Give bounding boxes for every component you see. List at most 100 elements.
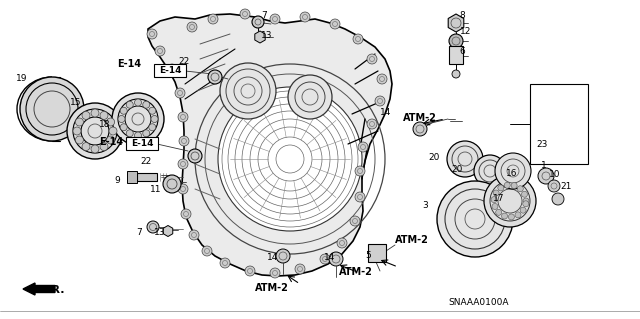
Text: 9: 9 [114, 176, 120, 185]
Circle shape [515, 212, 521, 218]
Circle shape [447, 141, 483, 177]
Circle shape [496, 209, 502, 215]
Circle shape [504, 182, 510, 188]
Bar [368, 244, 386, 262]
Text: 19: 19 [16, 74, 28, 83]
Circle shape [337, 238, 347, 248]
Circle shape [147, 221, 159, 233]
Circle shape [276, 249, 290, 263]
Text: 20: 20 [429, 153, 440, 162]
Circle shape [437, 181, 513, 257]
Circle shape [240, 9, 250, 19]
Text: SNAAA0100A: SNAAA0100A [448, 298, 509, 307]
Circle shape [208, 70, 222, 84]
Text: 20: 20 [451, 165, 463, 174]
Circle shape [120, 107, 127, 114]
Circle shape [538, 168, 554, 184]
Circle shape [107, 118, 115, 126]
Bar [530, 84, 588, 164]
Circle shape [112, 93, 164, 145]
Circle shape [120, 124, 127, 131]
Circle shape [76, 118, 83, 126]
Text: 3: 3 [422, 201, 428, 210]
Circle shape [330, 19, 340, 29]
Text: 13: 13 [261, 31, 273, 40]
Circle shape [155, 46, 165, 56]
Circle shape [151, 115, 158, 122]
Circle shape [355, 192, 365, 202]
Polygon shape [448, 14, 464, 32]
Circle shape [502, 213, 508, 219]
Circle shape [134, 132, 141, 139]
Text: 16: 16 [506, 169, 517, 178]
Circle shape [377, 74, 387, 84]
Circle shape [523, 201, 529, 207]
Polygon shape [127, 171, 137, 183]
Circle shape [109, 127, 117, 135]
Circle shape [252, 16, 264, 28]
Circle shape [82, 111, 90, 119]
Circle shape [511, 182, 517, 189]
Circle shape [208, 14, 218, 24]
Text: 21: 21 [561, 182, 572, 191]
Text: ATM-2: ATM-2 [255, 283, 289, 293]
Circle shape [508, 214, 515, 220]
Circle shape [218, 87, 362, 231]
Text: 7: 7 [136, 228, 142, 237]
Circle shape [353, 34, 363, 44]
Circle shape [118, 115, 125, 122]
Text: ATM-2: ATM-2 [395, 235, 429, 245]
Circle shape [320, 254, 330, 264]
Text: 8: 8 [460, 11, 465, 20]
Text: 12: 12 [460, 27, 471, 36]
Circle shape [179, 136, 189, 146]
Circle shape [498, 185, 504, 191]
Circle shape [134, 99, 141, 106]
Circle shape [100, 143, 108, 151]
Circle shape [295, 264, 305, 274]
Text: 14: 14 [324, 253, 335, 262]
Circle shape [552, 193, 564, 205]
Circle shape [67, 103, 123, 159]
Circle shape [350, 216, 360, 226]
Circle shape [187, 22, 197, 32]
Circle shape [143, 101, 150, 108]
Text: ATM-2: ATM-2 [403, 113, 437, 123]
Text: 14: 14 [380, 108, 392, 117]
Circle shape [76, 136, 83, 144]
FancyBboxPatch shape [126, 137, 158, 150]
Circle shape [143, 130, 150, 137]
Circle shape [491, 197, 497, 203]
Circle shape [367, 54, 377, 64]
Circle shape [91, 145, 99, 153]
FancyBboxPatch shape [154, 64, 186, 77]
Text: 7: 7 [261, 11, 267, 20]
Circle shape [126, 101, 133, 108]
Circle shape [175, 88, 185, 98]
Text: 18: 18 [99, 120, 111, 129]
Circle shape [495, 153, 531, 189]
Circle shape [220, 63, 276, 119]
Circle shape [474, 155, 506, 187]
Circle shape [91, 109, 99, 117]
Bar [137, 173, 157, 181]
Circle shape [178, 159, 188, 169]
Circle shape [300, 12, 310, 22]
FancyArrow shape [23, 283, 55, 295]
Text: 23: 23 [536, 140, 548, 149]
Circle shape [126, 130, 133, 137]
Text: 1: 1 [541, 161, 547, 170]
Bar [449, 46, 463, 64]
Circle shape [148, 124, 156, 131]
Text: 15: 15 [70, 98, 82, 107]
Text: E-14: E-14 [159, 66, 181, 75]
Text: E-14: E-14 [99, 137, 124, 147]
Circle shape [220, 258, 230, 268]
Text: ATM-2: ATM-2 [339, 267, 373, 277]
Text: 6: 6 [460, 47, 465, 56]
Circle shape [178, 112, 188, 122]
Text: E-14: E-14 [131, 139, 153, 148]
Circle shape [522, 191, 527, 197]
Circle shape [484, 175, 536, 227]
Circle shape [202, 246, 212, 256]
